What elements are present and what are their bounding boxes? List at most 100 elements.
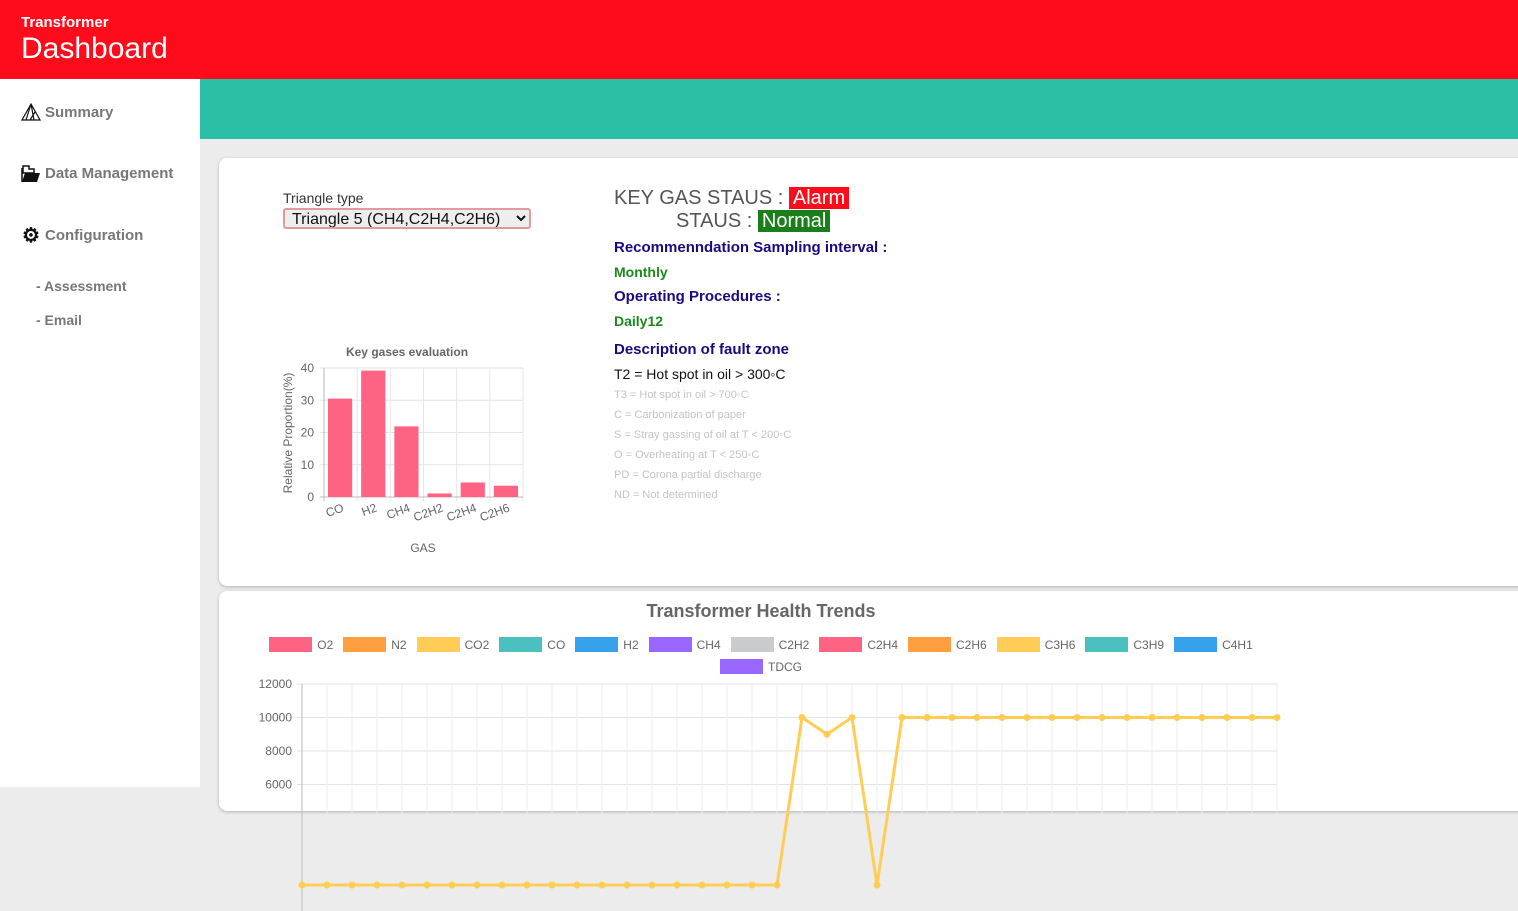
data-point	[1048, 714, 1056, 721]
fault-zone-item: ND = Not determined	[614, 489, 718, 501]
sidebar-item-label: Configuration	[45, 227, 144, 244]
legend-item-O2[interactable]: O2	[269, 637, 333, 652]
legend-swatch	[1085, 637, 1129, 652]
status-label: STAUS :	[676, 210, 753, 232]
data-point	[1273, 714, 1281, 721]
data-point	[548, 881, 556, 889]
y-tick-label: 0	[307, 490, 314, 504]
x-tick-label: C2H4	[445, 501, 479, 525]
data-point	[523, 881, 531, 889]
legend-item-H2[interactable]: H2	[575, 637, 639, 652]
legend-label: TDCG	[768, 659, 802, 674]
legend-label: C2H2	[778, 637, 810, 652]
legend-item-CO[interactable]: CO	[499, 637, 565, 652]
legend-item-N2[interactable]: N2	[343, 637, 407, 652]
operating-procedures-label: Operating Procedures :	[614, 288, 781, 305]
x-tick-label: CH4	[385, 501, 413, 522]
fault-zone-label: Description of fault zone	[614, 341, 790, 358]
legend-swatch	[996, 637, 1040, 652]
data-point	[748, 881, 756, 889]
assessment-card: Triangle type Triangle 5 (CH4,C2H4,C2H6)…	[219, 158, 1518, 586]
legend-label: C2H4	[867, 637, 899, 652]
legend-item-C3H9[interactable]: C3H9	[1085, 637, 1164, 652]
series-line-CO2	[302, 716, 1277, 887]
y-tick-label: 10	[301, 458, 315, 472]
key-gases-chart: Key gases evaluation 0 10 20 30 40 CO H2 CH4 C2H2…	[281, 345, 524, 555]
legend-swatch	[730, 637, 774, 652]
data-point	[623, 881, 631, 889]
sampling-interval-label: Recommenndation Sampling interval :	[614, 239, 888, 256]
data-point	[423, 881, 431, 889]
triangle-type-label: Triangle type	[283, 190, 364, 206]
alarm-badge: Alarm	[788, 187, 850, 209]
data-point	[723, 881, 731, 889]
legend-swatch	[720, 659, 763, 674]
fault-zone-item: S = Stray gassing of oil at T < 200◦C	[614, 429, 792, 441]
bar-C2H4	[460, 482, 485, 497]
triangle-type-select[interactable]: Triangle 5 (CH4,C2H4,C2H6)	[283, 208, 531, 229]
data-point	[948, 714, 956, 721]
data-point	[1173, 714, 1181, 721]
bar-CH4	[394, 426, 419, 497]
legend-label: C4H1	[1222, 637, 1253, 652]
legend-swatch	[269, 637, 313, 652]
sidebar-item-label: Data Management	[45, 164, 174, 182]
legend-item-C2H6[interactable]: C2H6	[908, 637, 987, 652]
legend-label: CH4	[696, 637, 721, 652]
y-tick-label: 12000	[259, 677, 293, 691]
data-point	[998, 714, 1006, 721]
data-point	[673, 881, 681, 889]
legend-swatch	[648, 637, 692, 652]
data-point	[1223, 714, 1231, 721]
data-point	[1248, 714, 1256, 721]
data-point	[648, 881, 656, 889]
data-point	[773, 881, 781, 889]
data-point	[498, 881, 506, 889]
y-tick-label: 8000	[265, 744, 292, 758]
app-header: Transformer Dashboard	[0, 0, 1518, 79]
legend-label: CO2	[464, 637, 490, 652]
trends-chart: 12000 10000 8000 6000	[259, 677, 1281, 911]
legend-label: CO	[547, 637, 566, 652]
operating-procedures-value: Daily12	[614, 313, 664, 329]
sidebar-item-label: Summary	[45, 103, 114, 121]
triangle-icon	[21, 103, 41, 121]
data-point	[298, 881, 306, 889]
app-title: Dashboard	[21, 32, 168, 65]
x-axis-label: GAS	[410, 541, 435, 555]
sidebar-item-summary[interactable]: Summary	[21, 103, 113, 121]
bar-H2	[361, 370, 386, 497]
y-tick-label: 40	[301, 361, 315, 375]
legend-item-C2H2[interactable]: C2H2	[730, 637, 810, 652]
data-point	[1098, 714, 1106, 721]
sidebar-subitem-assessment[interactable]: - Assessment	[36, 278, 127, 294]
sidebar-item-data-management[interactable]: Data Management	[21, 163, 173, 183]
data-point	[873, 881, 881, 889]
data-point	[598, 881, 606, 889]
data-point	[823, 730, 831, 738]
legend-swatch	[416, 637, 460, 652]
legend-item-C2H4[interactable]: C2H4	[819, 637, 898, 652]
fault-zone-current: T2 = Hot spot in oil > 300◦C	[614, 366, 786, 382]
sidebar: Summary Data Management ⚙ Configuration …	[0, 79, 200, 787]
legend-item-C4H1[interactable]: C4H1	[1174, 637, 1253, 652]
sidebar-subitem-email[interactable]: - Email	[36, 312, 82, 328]
y-axis-label: Relative Proportion(%)	[281, 373, 295, 494]
legend-label: H2	[623, 637, 639, 652]
legend-item-CH4[interactable]: CH4	[648, 637, 721, 652]
top-band	[200, 79, 1518, 139]
legend-label: C3H6	[1044, 637, 1076, 652]
bar-C2H2	[427, 493, 452, 497]
data-point	[398, 881, 406, 889]
data-point	[473, 881, 481, 889]
legend-item-CO2[interactable]: CO2	[416, 637, 490, 652]
data-point	[898, 714, 906, 721]
legend-item-TDCG[interactable]: TDCG	[720, 659, 802, 674]
data-point	[348, 881, 356, 889]
legend-label: C3H9	[1133, 637, 1165, 652]
app-subtitle: Transformer	[21, 14, 109, 31]
sampling-interval-value: Monthly	[614, 264, 668, 280]
fault-zone-item: O = Overheating at T < 250◦C	[614, 449, 760, 461]
sidebar-item-configuration[interactable]: ⚙ Configuration	[21, 223, 143, 248]
legend-item-C3H6[interactable]: C3H6	[996, 637, 1076, 652]
